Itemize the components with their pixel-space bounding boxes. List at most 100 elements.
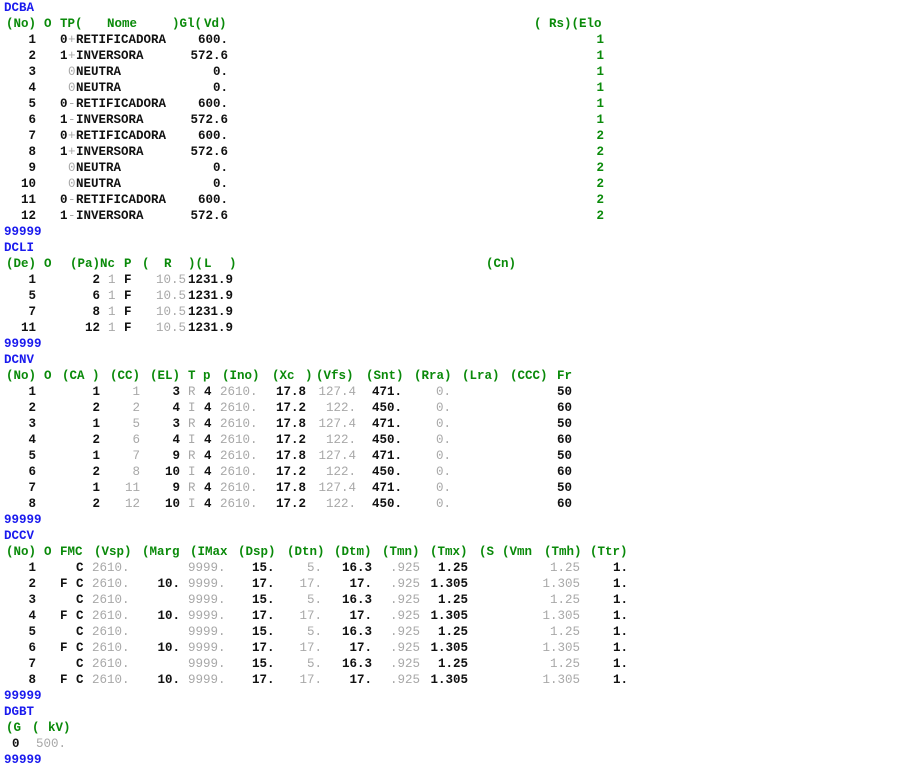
field-vsp: 2610. xyxy=(92,673,130,687)
column-header: (Ttr) xyxy=(590,545,628,559)
field-ttr: 1. xyxy=(612,609,628,623)
field-fr: 50 xyxy=(556,385,572,399)
field-t: I xyxy=(188,433,196,447)
field-snt: 471. xyxy=(372,449,403,463)
column-header: (Tmn) xyxy=(382,545,420,559)
section-terminator-line: 99999 xyxy=(0,336,899,352)
field-ca: 1 xyxy=(92,481,100,495)
column-header: )Gl( xyxy=(172,17,203,31)
column-header: O xyxy=(44,257,52,271)
field-imax: 9999. xyxy=(188,625,226,639)
field-dtn: 5. xyxy=(306,657,322,671)
field-tmx: 1.25 xyxy=(437,561,468,575)
field-ca: 1 xyxy=(92,417,100,431)
field-dtn: 17. xyxy=(299,577,322,591)
field-pa: 2 xyxy=(92,273,100,287)
column-header: (Vsp) xyxy=(94,545,132,559)
field-imax: 9999. xyxy=(188,577,226,591)
column-header: L xyxy=(204,257,212,271)
column-header: (Rra) xyxy=(414,369,452,383)
field-elo: 2 xyxy=(596,161,604,175)
field-no: 7 xyxy=(28,481,36,495)
section-terminator: 99999 xyxy=(4,337,42,351)
field-elo: 1 xyxy=(596,49,604,63)
field-dsp: 17. xyxy=(252,609,275,623)
field-fr: 60 xyxy=(556,401,572,415)
field-rra: 0. xyxy=(436,401,452,415)
field-cc: 2 xyxy=(132,401,140,415)
field-fr: 50 xyxy=(556,449,572,463)
field-ttr: 1. xyxy=(612,657,628,671)
field-g: 0 xyxy=(12,737,20,751)
field-no: 9 xyxy=(28,161,36,175)
field-nome: RETIFICADORA xyxy=(76,129,167,143)
field-dtm: 16.3 xyxy=(341,593,372,607)
field-tmh: 1.25 xyxy=(549,625,580,639)
field-vsp: 2610. xyxy=(92,593,130,607)
column-header: (No) xyxy=(6,545,37,559)
field-nome: RETIFICADORA xyxy=(76,97,167,111)
field-el: 9 xyxy=(172,449,180,463)
field-tmn: .925 xyxy=(389,593,420,607)
field-elo: 2 xyxy=(596,177,604,191)
column-header: FMC xyxy=(60,545,83,559)
field-p: F xyxy=(124,321,132,335)
field-nome: INVERSORA xyxy=(76,49,144,63)
field-ttr: 1. xyxy=(612,625,628,639)
field-dsp: 15. xyxy=(252,657,275,671)
field-c: C xyxy=(76,657,84,671)
column-header: (Marg xyxy=(142,545,180,559)
field-el: 4 xyxy=(172,433,180,447)
data-row: 12 1- INVERSORA 572.6 2 xyxy=(0,208,899,224)
data-row: 3 1 5 3 R 4 2610. 17.8 127.4 471. 0. 50 xyxy=(0,416,899,432)
field-dtn: 5. xyxy=(306,625,322,639)
field-el: 9 xyxy=(172,481,180,495)
field-el: 10 xyxy=(164,465,180,479)
field-dsp: 15. xyxy=(252,593,275,607)
field-xc: 17.2 xyxy=(276,465,307,479)
data-row: 5 C 2610. 9999. 15. 5. 16.3 .925 1.25 1.25 1. xyxy=(0,624,899,640)
field-ttr: 1. xyxy=(612,641,628,655)
field-op: 0 xyxy=(60,33,68,47)
field-tp: 0 xyxy=(68,65,76,79)
field-vfs: 127.4 xyxy=(318,417,356,431)
field-nc: 1 xyxy=(108,273,116,287)
column-header: (G xyxy=(6,721,22,735)
field-nome: NEUTRA xyxy=(76,177,122,191)
column-header: O xyxy=(44,17,52,31)
data-row: 4 F C 2610. 10. 9999. 17. 17. 17. .925 1.305 1.305 1… xyxy=(0,608,899,624)
field-c: C xyxy=(76,641,84,655)
section-keyword: DCLI xyxy=(4,241,35,255)
field-snt: 450. xyxy=(372,465,403,479)
column-header: kV) xyxy=(48,721,71,735)
field-no: 3 xyxy=(28,417,36,431)
field-l: 1231.9 xyxy=(188,289,234,303)
column-header: (No) xyxy=(6,369,37,383)
field-tmx: 1.305 xyxy=(430,673,468,687)
field-ino: 2610. xyxy=(220,433,258,447)
field-ca: 2 xyxy=(92,497,100,511)
field-xc: 17.2 xyxy=(276,497,307,511)
column-header: (Pa) xyxy=(70,257,101,271)
field-p: F xyxy=(124,289,132,303)
field-rra: 0. xyxy=(436,449,452,463)
field-vfs: 122. xyxy=(325,401,356,415)
field-c: C xyxy=(76,609,84,623)
field-xc: 17.2 xyxy=(276,433,307,447)
column-header: (Cn) xyxy=(486,257,517,271)
field-tp: 0 xyxy=(68,81,76,95)
field-ca: 1 xyxy=(92,449,100,463)
field-cc: 1 xyxy=(132,385,140,399)
field-tp: 0 xyxy=(68,161,76,175)
field-vd: 0. xyxy=(212,177,228,191)
field-vd: 572.6 xyxy=(190,113,228,127)
field-ino: 2610. xyxy=(220,481,258,495)
field-cc: 12 xyxy=(124,497,140,511)
field-fr: 60 xyxy=(556,465,572,479)
field-elo: 2 xyxy=(596,145,604,159)
field-xc: 17.2 xyxy=(276,401,307,415)
field-vsp: 2610. xyxy=(92,641,130,655)
field-fr: 50 xyxy=(556,481,572,495)
column-header: (Tmh) xyxy=(544,545,582,559)
